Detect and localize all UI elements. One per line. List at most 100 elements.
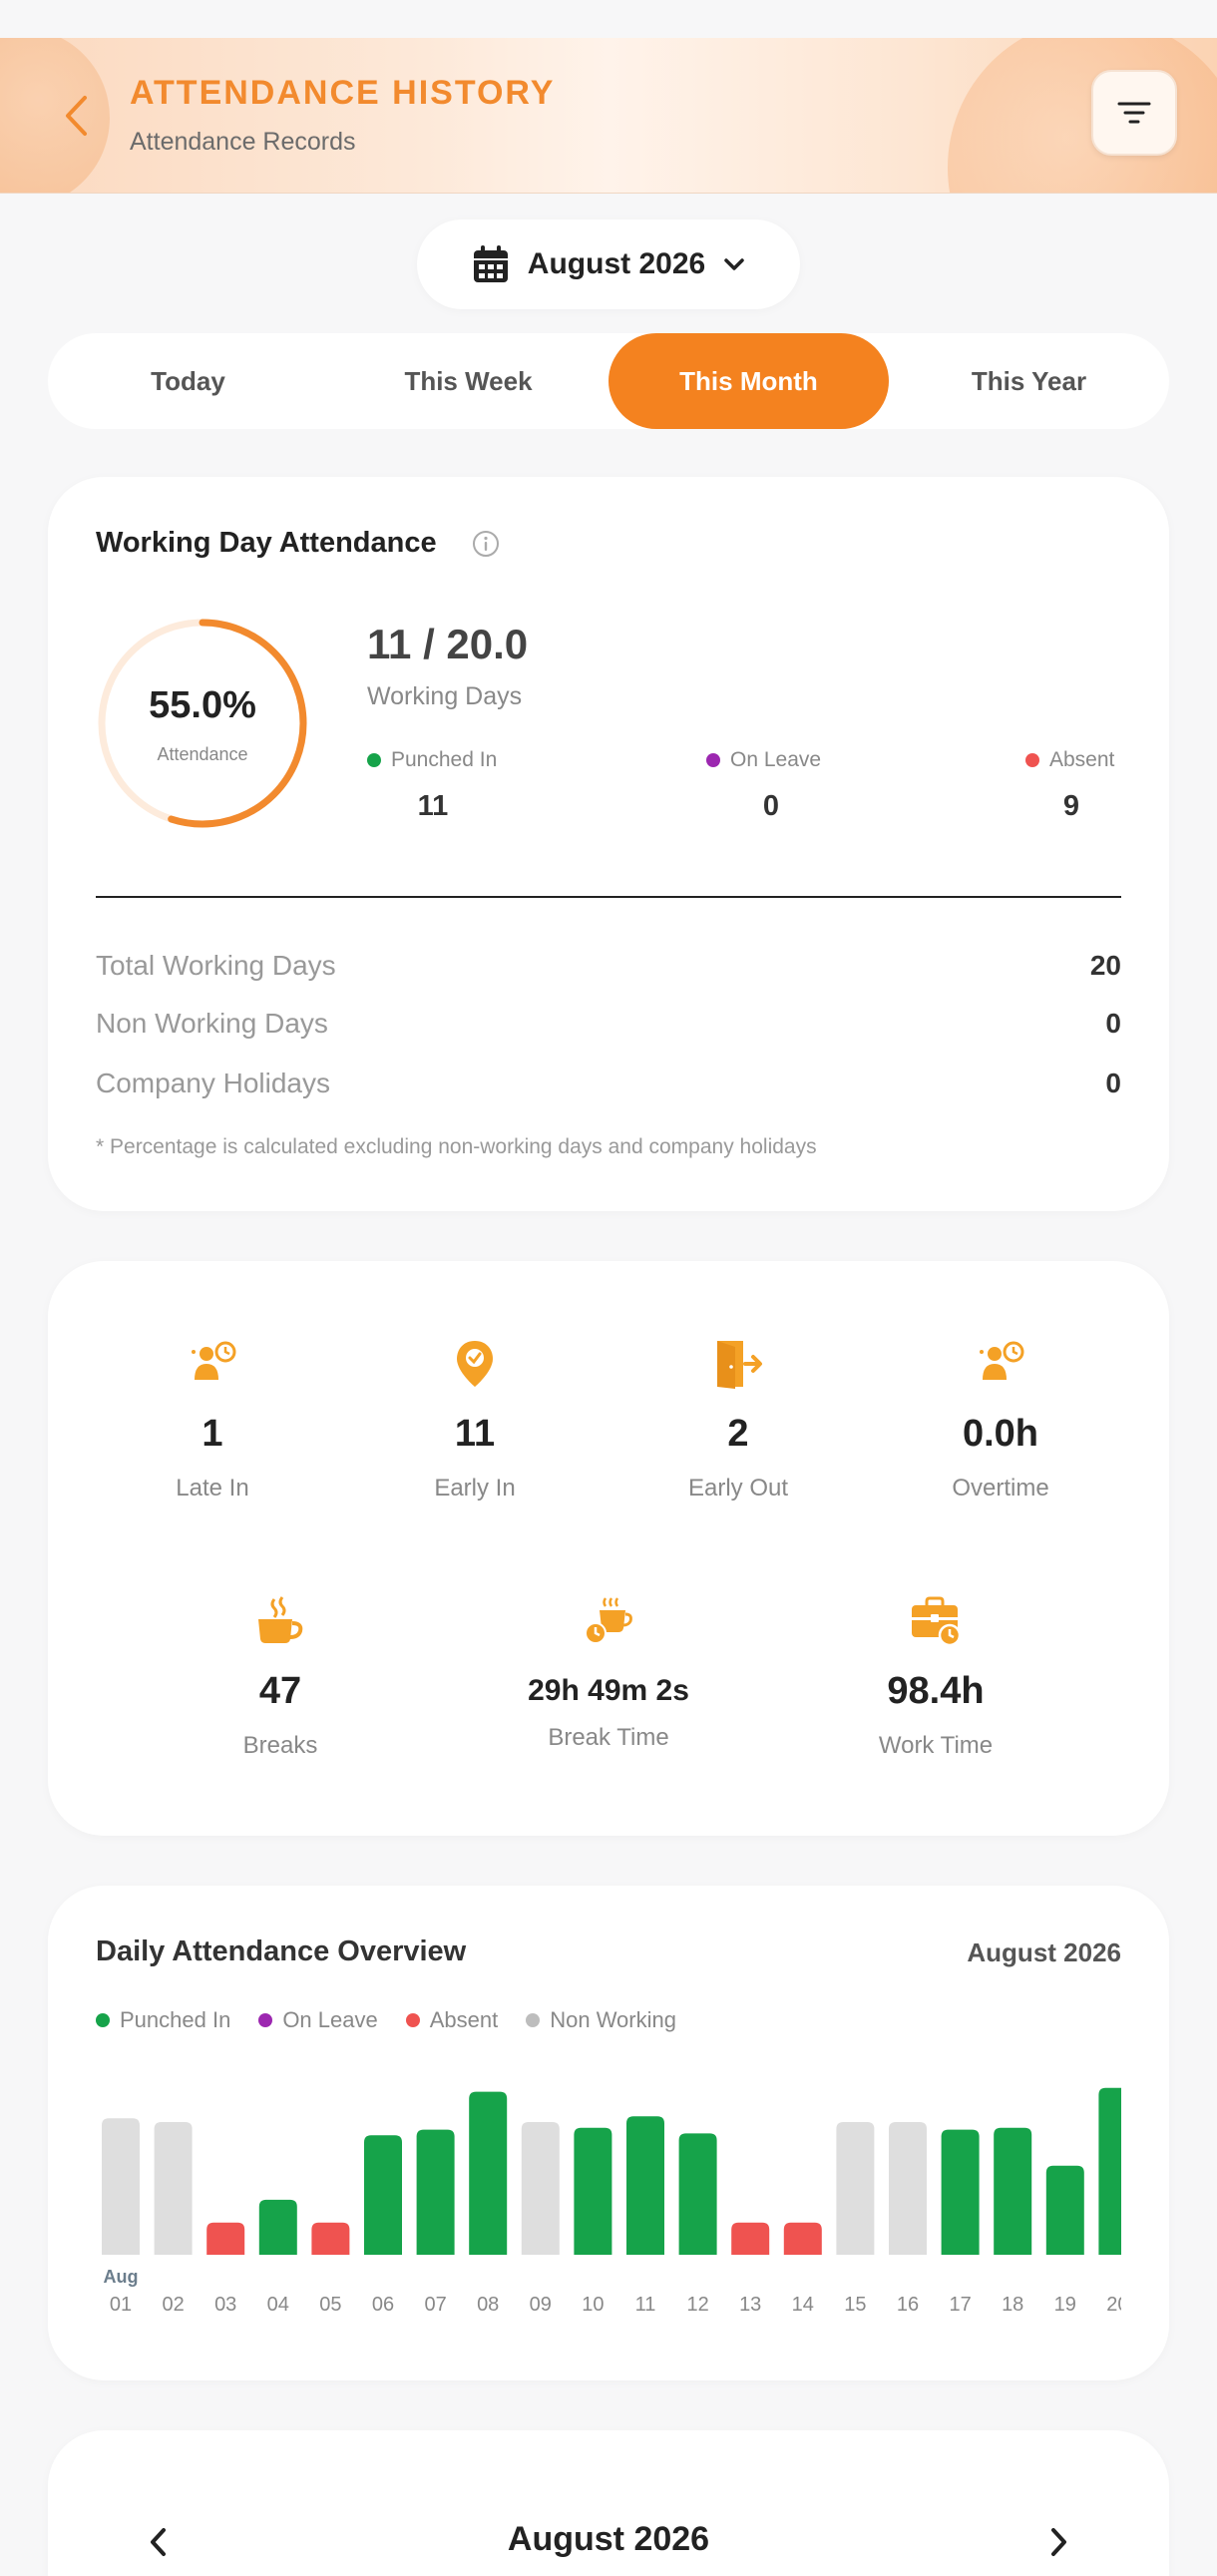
stat-early-in: 11 Early In (345, 1337, 605, 1503)
chart-bar[interactable] (102, 2118, 140, 2255)
legend-dot (405, 2013, 420, 2027)
overtime-value: 0.0h (962, 1413, 1039, 1455)
attendance-stats-card: 1 Late In 11 Early In 2 Early Out (48, 1261, 1169, 1836)
chart-bar[interactable] (311, 2222, 350, 2255)
info-icon[interactable] (471, 529, 501, 559)
chart-day-label: 20 (1106, 2294, 1121, 2316)
work-time-label: Work Time (878, 1732, 994, 1759)
chart-bar[interactable] (416, 2129, 455, 2255)
chart-day-label: 14 (792, 2294, 814, 2316)
chart-bar-group[interactable]: 04 (258, 2199, 297, 2316)
legend-punched-in: Punched In (96, 2007, 230, 2033)
chart-bar-group[interactable]: 13 (731, 2222, 770, 2316)
overtime-label: Overtime (952, 1475, 1049, 1502)
total-working-days-value: 20 (1089, 950, 1121, 981)
legend-label: Punched In (391, 748, 498, 771)
chart-bar[interactable] (206, 2222, 245, 2255)
chart-bar-group[interactable]: 06 (364, 2135, 402, 2316)
chart-bar-group[interactable]: 17 (941, 2129, 980, 2316)
overview-month: August 2026 (967, 1937, 1121, 1967)
on-leave-dot (706, 753, 720, 767)
attendance-percent: 55.0% (149, 684, 256, 726)
late-in-value: 1 (202, 1413, 223, 1455)
chart-bar[interactable] (154, 2122, 193, 2255)
tab-today[interactable]: Today (151, 365, 225, 396)
chart-bar-group[interactable]: 15 (836, 2122, 875, 2316)
calendar-card: August 2026 (48, 2430, 1169, 2576)
legend-non-working: Non Working (526, 2007, 676, 2033)
stat-overtime: 0.0h Overtime (871, 1337, 1130, 1503)
break-time-label: Break Time (548, 1724, 669, 1751)
chart-day-label: 09 (530, 2294, 552, 2316)
percentage-note: * Percentage is calculated excluding non… (96, 1135, 817, 1158)
break-time-value: 29h 49m 2s (528, 1674, 689, 1707)
chart-bar-group[interactable]: 07 (416, 2129, 455, 2316)
chart-bar-group[interactable]: 12 (678, 2133, 717, 2316)
tab-this-month[interactable]: This Month (608, 333, 889, 429)
chart-bar-group[interactable]: 09 (521, 2122, 560, 2316)
legend-dot (258, 2013, 273, 2027)
chart-bar-group[interactable]: 03 (206, 2222, 245, 2316)
chart-bar-group[interactable]: 14 (783, 2222, 822, 2316)
legend-on-leave: On Leave (258, 2007, 378, 2033)
chart-bar-group[interactable]: 01 (102, 2118, 140, 2316)
chart-bar-group[interactable]: 11 (626, 2116, 664, 2316)
calendar-prev-button[interactable] (144, 2522, 174, 2562)
chart-bar[interactable] (469, 2091, 508, 2255)
chart-bar-group[interactable]: 08 (469, 2091, 508, 2316)
chart-day-label: 01 (110, 2294, 132, 2316)
chart-bar[interactable] (994, 2127, 1032, 2255)
chart-bar-group[interactable]: 10 (574, 2127, 612, 2316)
chart-bar[interactable] (678, 2133, 717, 2255)
chart-bar[interactable] (731, 2222, 770, 2255)
early-out-label: Early Out (687, 1475, 789, 1502)
chart-bar-group[interactable]: 20 (1098, 2087, 1121, 2316)
month-selector[interactable]: August 2026 (417, 219, 800, 309)
chart-bar[interactable] (889, 2122, 927, 2255)
legend-label: Non Working (550, 2007, 676, 2032)
chevron-left-icon (66, 96, 87, 136)
working-days-value: 11 / 20.0 (367, 621, 529, 667)
tab-this-week[interactable]: This Week (404, 365, 533, 396)
chart-bar-group[interactable]: 18 (994, 2127, 1032, 2316)
chart-bar[interactable] (783, 2222, 822, 2255)
chart-day-label: 06 (372, 2294, 394, 2316)
chart-bar[interactable] (364, 2135, 402, 2255)
chart-month-label: Aug (104, 2267, 139, 2287)
location-pin-check-icon (457, 1341, 493, 1387)
legend-label: On Leave (282, 2007, 378, 2032)
calendar-next-button[interactable] (1043, 2522, 1073, 2562)
overview-title: Daily Attendance Overview (96, 1935, 467, 1967)
chart-bar-group[interactable]: 05 (311, 2222, 350, 2316)
filter-button[interactable] (1091, 70, 1177, 156)
chart-bar[interactable] (1098, 2087, 1121, 2255)
chart-bar-group[interactable]: 02 (154, 2122, 193, 2316)
chart-bar[interactable] (1045, 2165, 1084, 2255)
stat-work-time: 98.4h Work Time (806, 1594, 1065, 1760)
chart-day-label: 08 (477, 2294, 499, 2316)
page-title: ATTENDANCE HISTORY (130, 74, 556, 112)
chart-bar[interactable] (626, 2116, 664, 2255)
back-button[interactable] (56, 88, 96, 144)
chart-bar[interactable] (574, 2127, 612, 2255)
attendance-ring-progress (98, 619, 307, 828)
chart-day-label: 19 (1054, 2294, 1076, 2316)
chart-bar-group[interactable]: 16 (889, 2122, 927, 2316)
legend-punched-in: Punched In (367, 748, 497, 772)
chart-bar-group[interactable]: 19 (1045, 2165, 1084, 2316)
chart-bar[interactable] (258, 2199, 297, 2255)
legend-on-leave: On Leave (706, 748, 821, 772)
attendance-percent-label: Attendance (157, 744, 248, 764)
chart-bar[interactable] (521, 2122, 560, 2255)
chart-bar[interactable] (836, 2122, 875, 2255)
overview-legend: Punched In On Leave Absent Non Working (96, 2007, 676, 2033)
working-days-label: Working Days (367, 682, 523, 710)
chart-bar[interactable] (941, 2129, 980, 2255)
chart-day-label: 05 (319, 2294, 341, 2316)
legend-label: Absent (1049, 748, 1115, 771)
chart-day-label: 15 (844, 2294, 866, 2316)
tab-this-year[interactable]: This Year (971, 365, 1087, 396)
stat-early-out: 2 Early Out (608, 1337, 868, 1503)
chart-day-label: 17 (949, 2294, 971, 2316)
chart-day-label: 02 (162, 2294, 184, 2316)
